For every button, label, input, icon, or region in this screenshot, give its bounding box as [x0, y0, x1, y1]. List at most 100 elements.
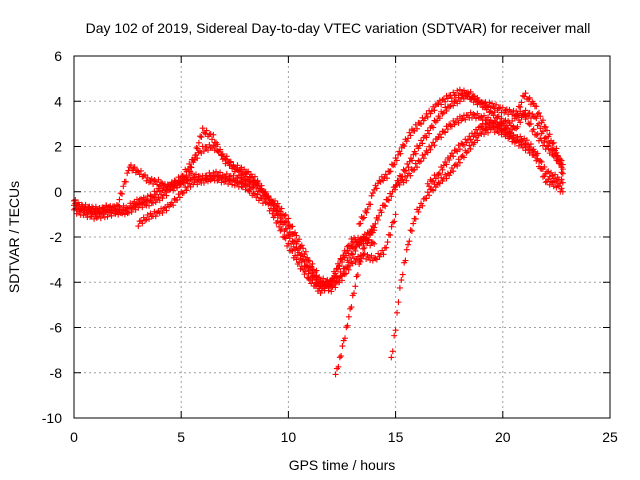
data-point	[467, 88, 474, 95]
data-point	[223, 156, 230, 163]
data-point	[136, 201, 143, 208]
data-point	[210, 131, 217, 138]
data-point	[214, 147, 221, 154]
data-point	[112, 207, 119, 214]
data-point	[474, 137, 481, 144]
data-point	[277, 227, 284, 234]
data-point	[139, 220, 146, 227]
data-point	[407, 172, 414, 179]
data-point	[348, 304, 355, 311]
data-point	[158, 179, 165, 186]
data-point	[332, 284, 339, 291]
data-point	[473, 134, 479, 141]
y-tick-label: -6	[50, 320, 63, 336]
data-point	[554, 152, 561, 159]
y-tick-label: -10	[42, 410, 62, 426]
chart-title: Day 102 of 2019, Sidereal Day-to-day VTE…	[86, 20, 591, 36]
data-point	[407, 227, 414, 234]
data-point	[365, 254, 372, 261]
data-point	[309, 277, 316, 284]
axis-ticks	[73, 55, 611, 419]
data-point	[363, 209, 370, 216]
data-point	[261, 196, 268, 203]
data-point	[343, 324, 350, 331]
data-point	[535, 120, 542, 127]
data-point	[517, 119, 524, 126]
data-point	[195, 139, 202, 146]
data-point	[549, 147, 556, 154]
data-point	[420, 155, 427, 162]
data-point	[352, 283, 359, 290]
data-point	[312, 283, 319, 290]
data-point	[225, 180, 232, 187]
data-point	[336, 354, 343, 361]
data-point	[355, 238, 362, 245]
x-tick-label: 10	[281, 429, 297, 445]
data-point	[269, 199, 276, 206]
data-point	[354, 271, 361, 278]
data-point	[146, 202, 153, 209]
data-point	[540, 117, 546, 124]
data-point	[442, 98, 449, 105]
data-point	[391, 218, 398, 225]
data-point	[436, 115, 443, 122]
data-point	[550, 146, 557, 153]
data-point	[349, 260, 356, 267]
data-point	[190, 157, 197, 164]
data-point	[518, 99, 525, 106]
data-point	[409, 157, 416, 164]
data-point	[304, 264, 311, 271]
data-point	[91, 215, 98, 222]
data-point	[427, 176, 434, 183]
data-point	[460, 154, 467, 161]
data-point	[432, 102, 439, 109]
data-point	[548, 169, 555, 176]
data-point	[545, 168, 552, 175]
data-point	[552, 171, 559, 178]
data-point	[470, 133, 477, 140]
data-point	[246, 174, 253, 181]
data-point	[273, 207, 280, 214]
data-point	[540, 142, 546, 149]
data-point	[359, 215, 366, 222]
data-point	[148, 175, 155, 182]
data-point	[537, 113, 544, 120]
data-point	[494, 114, 501, 121]
data-point	[104, 213, 111, 220]
data-point	[251, 190, 258, 197]
data-point	[448, 150, 455, 157]
data-point	[144, 174, 151, 181]
data-point	[446, 103, 453, 110]
data-point	[109, 204, 116, 211]
data-point	[442, 158, 449, 165]
data-point	[293, 232, 300, 239]
data-point	[540, 173, 546, 180]
data-point	[227, 178, 234, 185]
data-point	[428, 108, 435, 115]
data-point	[501, 125, 508, 132]
data-point	[217, 146, 224, 153]
data-point	[450, 89, 457, 96]
data-point	[194, 145, 201, 152]
data-point	[302, 268, 309, 275]
data-point	[146, 179, 153, 186]
data-point	[414, 164, 421, 171]
data-point	[332, 273, 339, 280]
data-point	[267, 205, 274, 212]
data-point	[447, 122, 454, 129]
data-point	[389, 348, 396, 355]
series-track-9	[424, 118, 566, 190]
data-point	[462, 92, 469, 99]
data-point	[144, 211, 151, 218]
data-point	[176, 180, 183, 187]
data-point	[509, 117, 516, 124]
data-point	[102, 208, 109, 215]
data-point	[285, 215, 292, 222]
data-point	[526, 110, 533, 117]
data-point	[206, 173, 213, 180]
data-point	[302, 248, 309, 255]
data-point	[92, 203, 99, 210]
data-point	[438, 101, 445, 108]
data-point	[206, 141, 213, 148]
data-point	[247, 186, 254, 193]
